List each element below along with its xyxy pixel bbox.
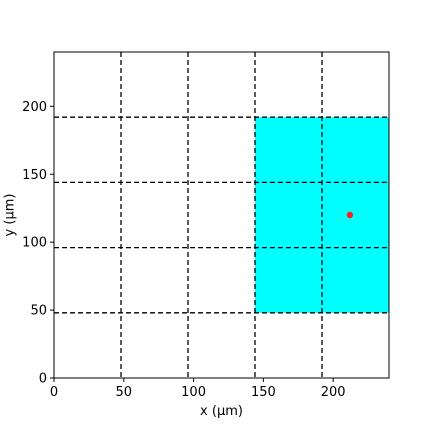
y-tick-label: 50 <box>30 304 47 319</box>
x-tick-label: 50 <box>116 385 133 400</box>
x-tick-label: 150 <box>251 385 276 400</box>
grid-layer <box>54 52 389 378</box>
y-tick-label: 150 <box>22 168 47 183</box>
data-point <box>346 211 354 219</box>
y-tick-label: 0 <box>39 372 47 387</box>
x-ticks: 0 50 100 150 200 <box>50 378 346 400</box>
y-axis-label: y (μm) <box>3 194 18 237</box>
y-tick-label: 200 <box>22 100 47 115</box>
x-tick-label: 200 <box>321 385 346 400</box>
x-tick-label: 100 <box>181 385 206 400</box>
points-layer <box>346 211 354 219</box>
y-ticks: 0 50 100 150 200 <box>22 100 54 387</box>
axes-frame <box>53 51 390 379</box>
y-tick-label: 100 <box>22 236 47 251</box>
x-axis-label: x (μm) <box>200 404 243 419</box>
x-tick-label: 0 <box>50 385 58 400</box>
